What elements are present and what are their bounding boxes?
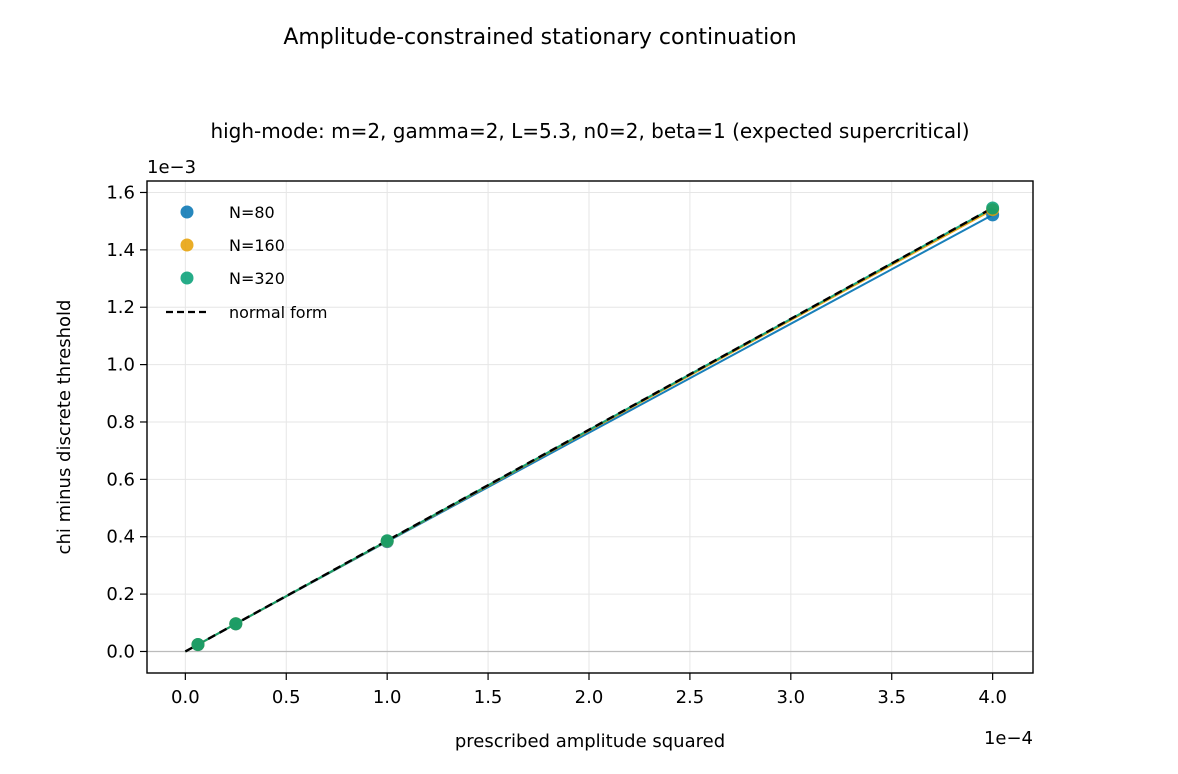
y-tick-label: 0.6 xyxy=(106,469,135,490)
normal-form-line xyxy=(184,206,994,653)
legend-marker-n80 xyxy=(180,205,194,219)
y-tick-label: 1.4 xyxy=(106,240,135,261)
y-tick-label: 0.0 xyxy=(106,641,135,662)
legend-marker-n320 xyxy=(180,271,194,285)
data-points xyxy=(191,201,1000,652)
y-tick-label: 0.4 xyxy=(106,527,135,548)
y-multiplier: 1e−3 xyxy=(147,157,196,178)
legend-label-normal-form: normal form xyxy=(229,303,327,322)
x-tick-label: 1.5 xyxy=(474,687,503,708)
data-point-series-2 xyxy=(986,201,1000,215)
x-tick-label: 2.5 xyxy=(676,687,705,708)
x-multiplier: 1e−4 xyxy=(984,728,1033,749)
data-point-series-2 xyxy=(229,617,243,631)
y-axis: 0.0 0.2 0.4 0.6 0.8 1.0 1.2 1.4 1.6 xyxy=(106,182,147,662)
data-point-series-2 xyxy=(380,534,394,548)
x-tick-label: 3.5 xyxy=(877,687,906,708)
legend-label-n160: N=160 xyxy=(229,236,285,255)
x-tick-label: 4.0 xyxy=(978,687,1007,708)
legend-label-n80: N=80 xyxy=(229,203,275,222)
y-tick-label: 1.6 xyxy=(106,182,135,203)
legend-marker-n160 xyxy=(180,238,194,252)
x-tick-label: 0.0 xyxy=(171,687,200,708)
chart-suptitle: Amplitude-constrained stationary continu… xyxy=(283,25,796,50)
reference-line-layer xyxy=(184,206,994,653)
x-axis: 0.0 0.5 1.0 1.5 2.0 2.5 3.0 3.5 4.0 xyxy=(171,673,1007,708)
y-tick-label: 0.2 xyxy=(106,584,135,605)
y-tick-label: 1.2 xyxy=(106,297,135,318)
plot-frame xyxy=(146,180,1034,674)
y-axis-label: chi minus discrete threshold xyxy=(54,300,75,555)
legend: N=80 N=160 N=320 normal form xyxy=(166,203,327,322)
legend-label-n320: N=320 xyxy=(229,269,285,288)
x-axis-label: prescribed amplitude squared xyxy=(455,731,725,752)
x-tick-label: 0.5 xyxy=(272,687,301,708)
x-tick-label: 2.0 xyxy=(575,687,604,708)
y-tick-label: 0.8 xyxy=(106,412,135,433)
data-point-series-2 xyxy=(191,638,205,652)
y-tick-label: 1.0 xyxy=(106,355,135,376)
grid xyxy=(147,181,1033,673)
x-tick-label: 1.0 xyxy=(373,687,402,708)
chart-title: high-mode: m=2, gamma=2, L=5.3, n0=2, be… xyxy=(210,119,969,143)
x-tick-label: 3.0 xyxy=(776,687,805,708)
